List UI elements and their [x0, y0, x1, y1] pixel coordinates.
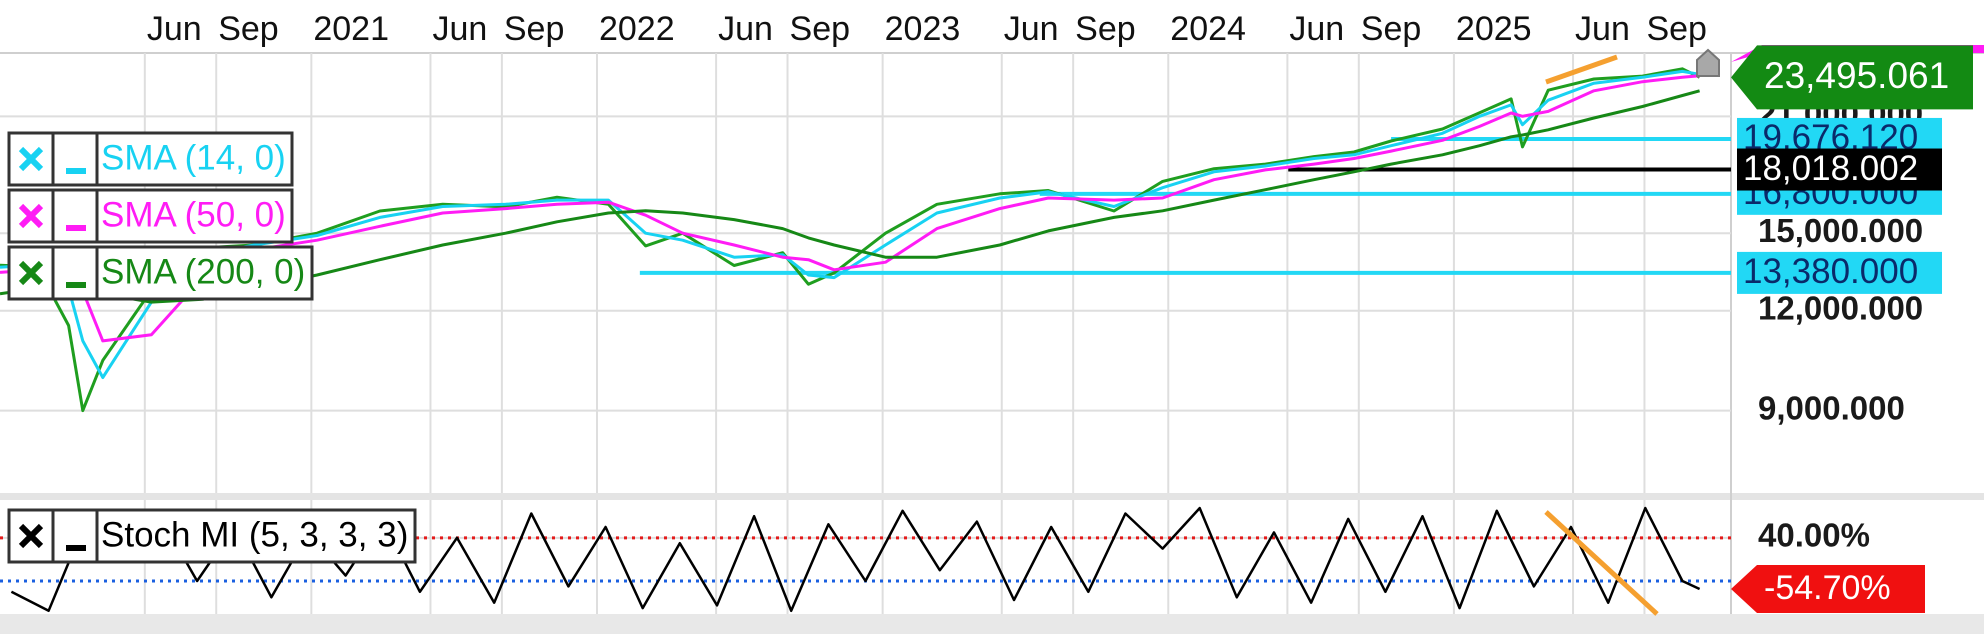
bottom-strip [0, 614, 1984, 634]
last-value-tag [1731, 564, 1925, 613]
x-tick-label: 2024 [1170, 10, 1246, 48]
legend-close-icon [18, 146, 44, 172]
level-tag [1737, 148, 1942, 191]
y-tick-label: 9,000.000 [1758, 389, 1905, 426]
y-tick-label: 40.00% [1758, 517, 1870, 554]
legend-item: SMA (14, 0) [7, 131, 294, 187]
legend-toggle [51, 508, 99, 564]
level-tag-label: 13,380.000 [1743, 252, 1918, 291]
price-tags: 19,676.12016,800.00018,018.00213,380.000… [1731, 45, 1984, 613]
x-tick-label: Jun [1004, 10, 1059, 48]
legend-label-box [95, 188, 294, 244]
x-tick-label: Jun [718, 10, 773, 48]
x-tick-label: Jun [432, 10, 487, 48]
last-value-tag [1731, 45, 1973, 110]
pane-separator [0, 493, 1984, 500]
x-tick-label: Sep [218, 10, 279, 48]
legend-label: Stoch MI (5, 3, 3, 3) [101, 515, 408, 554]
legend-item: Stoch MI (5, 3, 3, 3) [7, 508, 417, 564]
y-tick-label: 15,000.000 [1758, 212, 1923, 249]
legend-close-icon [18, 260, 44, 286]
x-tick-label: Jun [147, 10, 202, 48]
x-tick-label: Jun [1575, 10, 1630, 48]
legend: SMA (14, 0) SMA (50, 0) SMA (200, 0) Stoch … [7, 131, 417, 564]
legend-close-icon [18, 203, 44, 229]
axis: Jun Sep 2021 Jun Sep 2022 Jun Sep 2023 Jun Sep 2024… [147, 10, 1923, 554]
level-tag-label: 18,018.002 [1743, 149, 1918, 188]
legend-label-box [95, 131, 294, 187]
x-tick-label: Sep [1361, 10, 1422, 48]
x-tick-label: 2023 [885, 10, 961, 48]
legend-toggle [51, 188, 99, 244]
last-value-label: -54.70% [1764, 569, 1891, 607]
trend-line [1545, 54, 1618, 85]
level-tag [1737, 251, 1942, 294]
drawings [1544, 48, 1720, 616]
x-tick-label: 2025 [1456, 10, 1532, 48]
x-tick-label: 2022 [599, 10, 675, 48]
x-tick-label: Sep [504, 10, 565, 48]
x-tick-label: Sep [790, 10, 851, 48]
legend-label-box [95, 245, 314, 301]
legend-label: SMA (200, 0) [101, 252, 305, 291]
legend-label-box [95, 508, 417, 564]
x-tick-label: 2021 [313, 10, 389, 48]
x-tick-label: Sep [1646, 10, 1707, 48]
legend-toggle [51, 131, 99, 187]
legend-item: SMA (50, 0) [7, 188, 294, 244]
legend-item: SMA (200, 0) [7, 245, 314, 301]
legend-label: SMA (50, 0) [101, 195, 286, 234]
legend-label: SMA (14, 0) [101, 138, 286, 177]
trend-line [1544, 510, 1659, 616]
legend-close-icon [18, 523, 44, 549]
legend-toggle [51, 245, 99, 301]
y-tick-label: 12,000.000 [1758, 289, 1923, 326]
x-tick-label: Jun [1289, 10, 1344, 48]
x-tick-label: Sep [1075, 10, 1136, 48]
last-value-label: 23,495.061 [1764, 55, 1949, 96]
marker-icon [1696, 48, 1720, 77]
